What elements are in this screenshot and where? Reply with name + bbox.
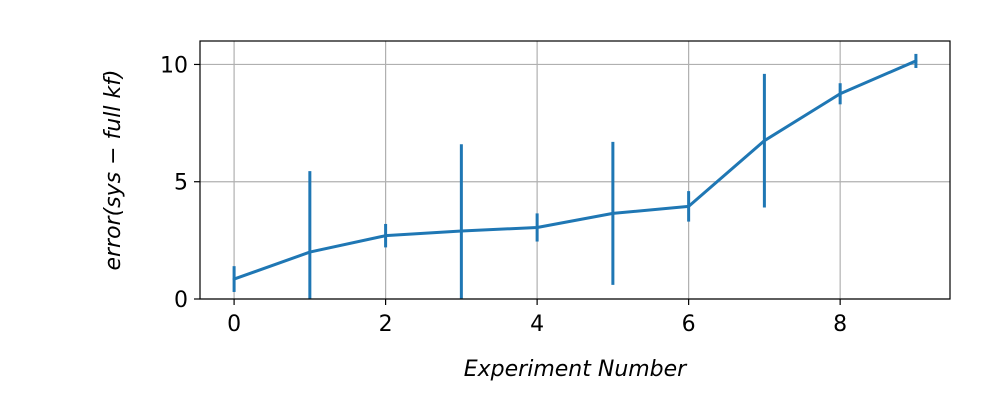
y-tick-label: 10 <box>160 53 188 78</box>
y-axis-label: error(sys − full kf) <box>101 69 126 270</box>
series-0 <box>234 54 916 299</box>
x-axis-label: Experiment Number <box>464 357 688 382</box>
series-line <box>234 61 916 279</box>
x-tick-label: 8 <box>833 312 847 337</box>
axes-frame <box>200 41 950 299</box>
series-group <box>234 54 916 299</box>
x-tick-label: 0 <box>227 312 241 337</box>
ticks: 0 2 4 6 8 0 5 10 <box>160 53 847 337</box>
y-tick-label: 0 <box>174 288 188 313</box>
x-tick-label: 2 <box>379 312 393 337</box>
y-tick-label: 5 <box>174 171 188 196</box>
gridlines <box>200 41 950 299</box>
x-tick-label: 4 <box>530 312 544 337</box>
x-tick-label: 6 <box>682 312 696 337</box>
